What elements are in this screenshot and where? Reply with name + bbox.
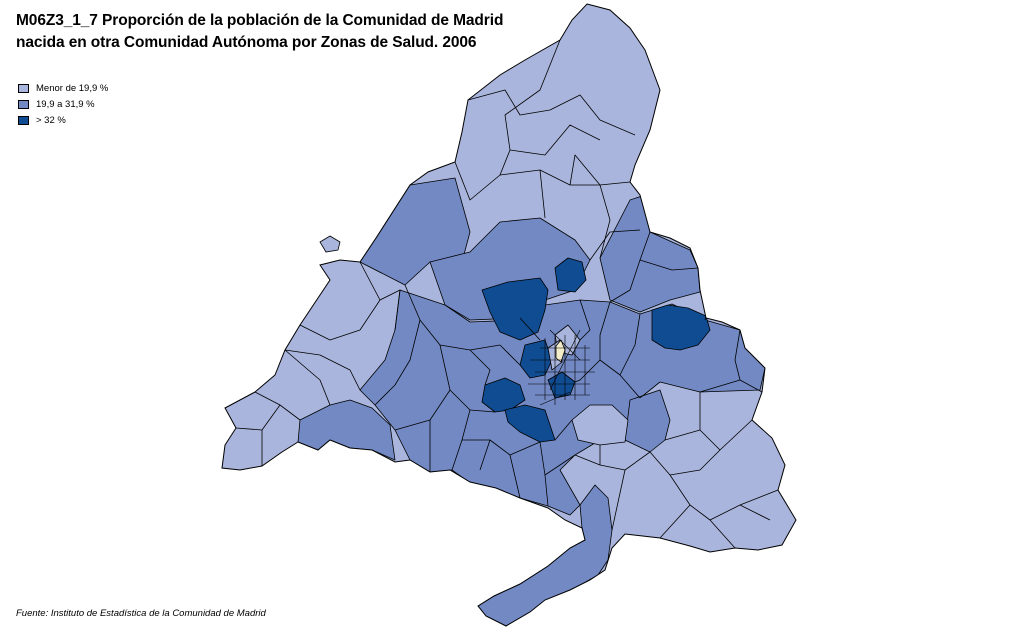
title-line-2: nacida en otra Comunidad Autónoma por Zo… [16, 34, 477, 51]
legend: Menor de 19,9 % 19,9 a 31,9 % > 32 % [18, 80, 108, 128]
title-line-1: M06Z3_1_7 Proporción de la población de … [16, 12, 504, 29]
zones-high [481, 257, 711, 443]
map-island-region [319, 235, 341, 253]
legend-label-low: Menor de 19,9 % [36, 82, 109, 94]
legend-label-mid: 19,9 a 31,9 % [36, 98, 95, 110]
legend-swatch-mid [18, 99, 29, 109]
source-note: Fuente: Instituto de Estadística de la C… [16, 608, 266, 619]
region-border [221, 3, 797, 627]
legend-label-high: > 32 % [36, 114, 66, 126]
map-title: M06Z3_1_7 Proporción de la población de … [16, 10, 503, 54]
legend-item-mid: 19,9 a 31,9 % [18, 96, 108, 112]
zone-boundaries [235, 39, 779, 549]
legend-item-high: > 32 % [18, 112, 108, 128]
legend-swatch-low [18, 83, 29, 93]
center-mesh [528, 329, 595, 406]
zone-center-highlight [555, 339, 566, 363]
legend-item-low: Menor de 19,9 % [18, 80, 108, 96]
legend-swatch-high [18, 115, 29, 125]
